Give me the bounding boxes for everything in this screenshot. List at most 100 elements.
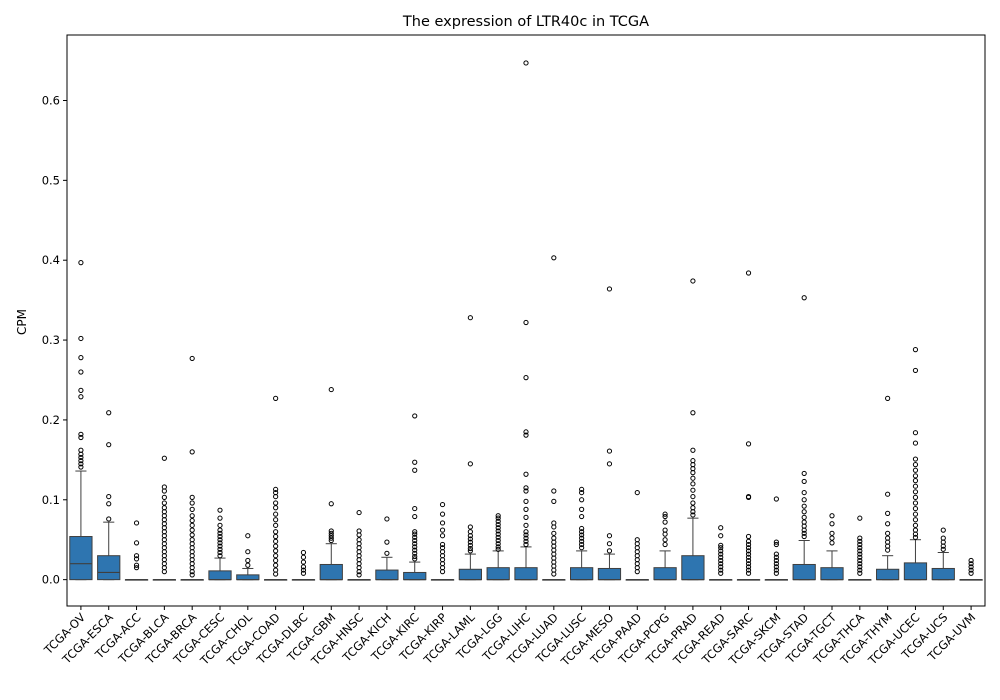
outlier-point [829, 530, 835, 536]
outlier-point [801, 478, 807, 485]
outlier-point [829, 540, 835, 546]
outlier-point [801, 533, 807, 540]
outlier-point [273, 505, 279, 511]
outlier-point [690, 487, 696, 493]
outlier-point [78, 335, 84, 342]
box [903, 562, 928, 581]
outlier-point [495, 518, 501, 524]
outlier-point [551, 488, 557, 494]
outlier-point [273, 548, 279, 554]
outlier-point [857, 551, 863, 557]
outlier-point [273, 511, 279, 517]
outlier-point [885, 547, 891, 553]
outlier-point [467, 545, 473, 552]
outlier-point [857, 538, 863, 544]
outlier-point [912, 511, 919, 517]
outlier-point [439, 501, 446, 508]
outlier-point [384, 550, 390, 556]
outlier-point [745, 551, 752, 557]
box [792, 563, 816, 581]
y-tick-label: 0.4 [42, 253, 60, 267]
chart-title: The expression of LTR40c in TCGA [402, 14, 649, 30]
outlier-point [662, 541, 668, 548]
outlier-point [273, 543, 279, 549]
outlier-point [189, 522, 195, 528]
outlier-point [300, 559, 307, 565]
outlier-point [690, 493, 696, 500]
outlier-point [551, 524, 557, 530]
box [876, 568, 900, 581]
outlier-point [690, 278, 696, 284]
outlier-point [523, 522, 529, 528]
outlier-point [690, 410, 696, 416]
outlier-point [912, 534, 919, 540]
outlier-point [300, 554, 307, 560]
outlier-point [495, 531, 501, 537]
outlier-point [857, 554, 863, 560]
outlier-point [189, 569, 195, 575]
outlier-point [773, 570, 779, 576]
outlier-point [885, 491, 891, 497]
outlier-point [78, 387, 84, 393]
outlier-point [300, 564, 307, 570]
outlier-point [912, 505, 919, 512]
outlier-point [718, 564, 724, 570]
outlier-point [690, 475, 696, 481]
outlier-point [912, 456, 919, 462]
outlier-point [829, 535, 835, 541]
box [931, 567, 955, 581]
outlier-point [885, 530, 891, 536]
box [486, 567, 510, 581]
outlier-point [189, 513, 195, 519]
outlier-point [217, 540, 223, 546]
outlier-point [745, 554, 752, 560]
outlier-point [745, 557, 752, 564]
outlier-point [495, 513, 501, 519]
outlier-point [189, 527, 195, 533]
outlier-point [773, 539, 779, 545]
outlier-point [161, 500, 167, 506]
outlier-point [912, 467, 919, 473]
outlier-point [495, 521, 501, 528]
outlier-point [718, 533, 724, 539]
outlier-point [106, 501, 112, 507]
outlier-point [523, 488, 529, 494]
outlier-point [940, 543, 946, 549]
outlier-point [273, 500, 279, 506]
outlier-point [273, 562, 279, 568]
outlier-point [78, 451, 84, 457]
outlier-point [606, 461, 613, 467]
outlier-point [912, 489, 919, 495]
outlier-point [273, 533, 279, 540]
outlier-point [745, 441, 752, 447]
outlier-point [857, 561, 863, 567]
outlier-point [773, 551, 779, 557]
outlier-point [161, 494, 167, 500]
outlier-point [523, 498, 529, 504]
outlier-point [634, 489, 640, 496]
outlier-point [217, 546, 223, 552]
outlier-point [523, 541, 529, 548]
outlier-point [189, 517, 195, 524]
outlier-point [912, 430, 919, 436]
outlier-point [718, 561, 724, 567]
outlier-point [273, 538, 279, 544]
outlier-point [356, 569, 362, 575]
outlier-point [467, 542, 473, 548]
outlier-point [579, 535, 585, 541]
outlier-point [412, 413, 418, 419]
outlier-point [662, 531, 668, 537]
outlier-point [968, 561, 974, 567]
outlier-point [245, 533, 251, 539]
outlier-point [412, 537, 418, 544]
outlier-point [579, 497, 585, 503]
outlier-point [439, 569, 446, 575]
outlier-point [523, 60, 529, 66]
outlier-point [885, 521, 891, 527]
box [570, 567, 594, 581]
outlier-point [857, 570, 863, 576]
outlier-point [857, 557, 863, 564]
outlier-point [495, 541, 501, 547]
outlier-point [217, 522, 223, 528]
